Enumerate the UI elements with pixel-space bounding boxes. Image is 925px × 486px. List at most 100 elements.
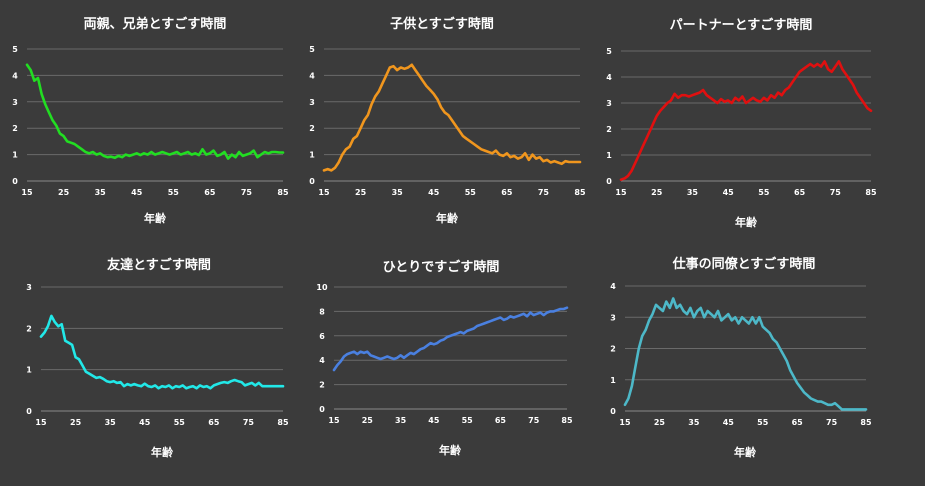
x-tick-label: 75 <box>830 188 842 197</box>
chart-title: 子供とすごす時間 <box>390 16 494 32</box>
chart-6: 仕事の同僚とすごす時間 0 1 2 3 4 15 25 35 45 55 65 75 85 年齢 <box>610 256 872 459</box>
chart-title: ひとりですごす時間 <box>383 259 500 275</box>
series-line <box>623 297 868 411</box>
x-tick-label: 25 <box>58 188 70 197</box>
x-tick-label: 45 <box>428 188 440 197</box>
x-tick-label: 65 <box>794 188 806 197</box>
x-axis-label: 年齢 <box>436 211 459 225</box>
x-tick-label: 65 <box>501 188 513 197</box>
x-tick-label: 15 <box>35 418 47 427</box>
x-tick-label: 15 <box>21 188 33 197</box>
x-tick-label: 55 <box>757 418 769 427</box>
y-tick-label: 8 <box>319 307 325 316</box>
x-tick-label: 35 <box>95 188 107 197</box>
x-tick-label: 55 <box>168 188 180 197</box>
x-tick-label: 35 <box>105 418 117 427</box>
x-axis-label: 年齢 <box>151 445 174 459</box>
series-line <box>332 306 569 372</box>
x-tick-label: 65 <box>792 418 804 427</box>
x-tick-label: 25 <box>362 416 374 425</box>
x-tick-label: 65 <box>208 418 220 427</box>
x-tick-label: 85 <box>574 188 586 197</box>
x-tick-label: 45 <box>139 418 151 427</box>
y-tick-label: 4 <box>606 73 612 82</box>
x-tick-label: 45 <box>428 416 440 425</box>
chart-4: 友達とすごす時間 0 1 2 3 15 25 35 45 55 65 75 85 年齢 <box>26 257 289 459</box>
y-tick-label: 2 <box>26 324 32 333</box>
y-tick-label: 1 <box>12 151 18 160</box>
x-tick-label: 25 <box>355 188 367 197</box>
x-tick-label: 35 <box>687 188 699 197</box>
x-axis-label: 年齢 <box>734 445 757 459</box>
x-tick-label: 45 <box>131 188 143 197</box>
x-tick-label: 75 <box>243 418 255 427</box>
x-tick-label: 65 <box>495 416 507 425</box>
x-tick-label: 55 <box>174 418 186 427</box>
x-tick-label: 15 <box>318 188 330 197</box>
x-tick-label: 35 <box>395 416 407 425</box>
y-tick-label: 1 <box>26 366 32 375</box>
y-tick-label: 10 <box>316 283 328 292</box>
y-tick-label: 3 <box>610 313 616 322</box>
y-tick-label: 3 <box>309 98 315 107</box>
x-tick-label: 35 <box>688 418 700 427</box>
chart-title: 仕事の同僚とすごす時間 <box>672 256 816 272</box>
y-tick-label: 5 <box>12 45 18 54</box>
y-tick-label: 6 <box>319 332 325 341</box>
x-tick-label: 55 <box>462 416 474 425</box>
x-tick-label: 85 <box>860 418 872 427</box>
x-tick-label: 85 <box>561 416 573 425</box>
y-tick-label: 5 <box>606 47 612 56</box>
x-tick-label: 75 <box>241 188 253 197</box>
chart-5: ひとりですごす時間 0 2 4 6 8 10 15 25 35 45 55 65 75 85 年齢 <box>316 259 573 457</box>
y-tick-label: 3 <box>26 283 32 292</box>
y-tick-label: 0 <box>309 177 315 186</box>
series-line <box>619 60 873 181</box>
x-tick-label: 85 <box>277 418 289 427</box>
y-tick-label: 4 <box>309 71 315 80</box>
y-tick-label: 4 <box>610 282 616 291</box>
x-tick-label: 45 <box>723 188 735 197</box>
y-tick-label: 0 <box>610 407 616 416</box>
chart-title: 両親、兄弟とすごす時間 <box>84 16 227 32</box>
x-tick-label: 75 <box>826 418 838 427</box>
x-tick-label: 25 <box>654 418 666 427</box>
x-axis-label: 年齢 <box>439 443 462 457</box>
x-tick-label: 75 <box>538 188 550 197</box>
series-line <box>39 314 285 390</box>
y-tick-label: 2 <box>319 381 325 390</box>
x-tick-label: 55 <box>758 188 770 197</box>
x-axis-label: 年齢 <box>735 215 758 229</box>
y-tick-label: 3 <box>12 98 18 107</box>
series-line <box>322 63 582 172</box>
x-tick-label: 85 <box>277 188 289 197</box>
x-tick-label: 15 <box>619 418 631 427</box>
y-tick-label: 2 <box>610 345 616 354</box>
x-tick-label: 25 <box>651 188 663 197</box>
x-tick-label: 15 <box>615 188 627 197</box>
y-tick-label: 4 <box>12 71 18 80</box>
x-tick-label: 25 <box>70 418 82 427</box>
x-tick-label: 15 <box>328 416 340 425</box>
y-tick-label: 3 <box>606 99 612 108</box>
y-tick-label: 1 <box>610 376 616 385</box>
y-tick-label: 0 <box>12 177 18 186</box>
y-tick-label: 2 <box>12 124 18 133</box>
x-axis-label: 年齢 <box>144 211 167 225</box>
chart-title: 友達とすごす時間 <box>107 257 211 273</box>
y-tick-label: 5 <box>309 45 315 54</box>
y-tick-label: 0 <box>606 177 612 186</box>
x-tick-label: 45 <box>723 418 735 427</box>
x-tick-label: 85 <box>865 188 877 197</box>
x-tick-label: 65 <box>204 188 216 197</box>
y-tick-label: 2 <box>309 124 315 133</box>
y-tick-label: 1 <box>606 151 612 160</box>
x-tick-label: 35 <box>392 188 404 197</box>
x-tick-label: 75 <box>528 416 540 425</box>
y-tick-label: 0 <box>26 407 32 416</box>
y-tick-label: 0 <box>319 405 325 414</box>
